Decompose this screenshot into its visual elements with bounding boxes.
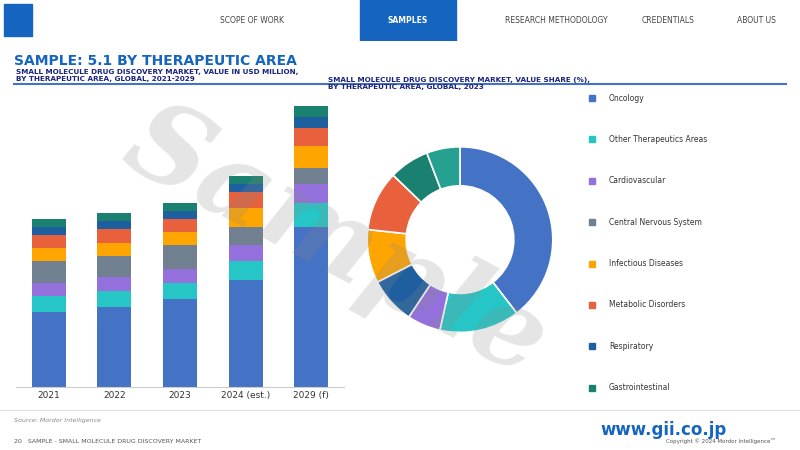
Bar — [229, 208, 262, 227]
Bar — [32, 312, 66, 387]
Bar — [98, 213, 131, 221]
Bar — [294, 117, 328, 128]
Wedge shape — [409, 284, 448, 330]
Bar — [32, 248, 66, 261]
Text: Respiratory: Respiratory — [609, 342, 654, 351]
Text: Metabolic Disorders: Metabolic Disorders — [609, 301, 686, 310]
Bar — [229, 176, 262, 184]
Bar — [98, 221, 131, 229]
Text: Other Therapeutics Areas: Other Therapeutics Areas — [609, 135, 707, 144]
Bar — [32, 234, 66, 248]
Bar — [163, 270, 197, 283]
Wedge shape — [368, 175, 422, 234]
Bar — [229, 227, 262, 245]
Text: Source: Mordor Intelligence: Source: Mordor Intelligence — [14, 418, 102, 423]
Text: SMALL MOLECULE DRUG DISCOVERY MARKET, VALUE IN USD MILLION,
BY THERAPEUTIC AREA,: SMALL MOLECULE DRUG DISCOVERY MARKET, VA… — [16, 69, 298, 82]
Bar — [163, 299, 197, 387]
Bar — [294, 227, 328, 387]
Text: SAMPLE: 5.1 BY THERAPEUTIC AREA: SAMPLE: 5.1 BY THERAPEUTIC AREA — [14, 54, 298, 68]
Text: Gastrointestinal: Gastrointestinal — [609, 383, 670, 392]
Bar — [294, 184, 328, 202]
Bar — [98, 229, 131, 243]
Bar — [4, 4, 32, 36]
Bar — [163, 211, 197, 219]
Wedge shape — [367, 230, 412, 282]
Text: Sample: Sample — [107, 87, 565, 399]
Text: SAMPLES: SAMPLES — [388, 16, 428, 25]
Bar — [32, 261, 66, 283]
Text: Central Nervous System: Central Nervous System — [609, 218, 702, 227]
Wedge shape — [427, 147, 460, 189]
Bar — [163, 245, 197, 270]
Bar — [98, 243, 131, 256]
Text: Copyright © 2024 Mordor Intelligence™: Copyright © 2024 Mordor Intelligence™ — [666, 438, 776, 444]
Bar — [294, 168, 328, 184]
Bar — [229, 280, 262, 387]
Bar — [360, 0, 456, 40]
Bar — [98, 307, 131, 387]
Bar — [163, 219, 197, 232]
Text: ABOUT US: ABOUT US — [737, 16, 775, 25]
Text: SMALL MOLECULE DRUG DISCOVERY MARKET, VALUE SHARE (%),
BY THERAPEUTIC AREA, GLOB: SMALL MOLECULE DRUG DISCOVERY MARKET, VA… — [328, 77, 590, 90]
Text: SCOPE OF WORK: SCOPE OF WORK — [220, 16, 284, 25]
Bar — [229, 184, 262, 192]
Bar — [229, 261, 262, 280]
Bar — [294, 202, 328, 227]
Bar — [32, 296, 66, 312]
Bar — [294, 106, 328, 117]
Text: Oncology: Oncology — [609, 94, 645, 103]
Wedge shape — [393, 153, 441, 202]
Bar — [163, 202, 197, 211]
Bar — [294, 146, 328, 168]
Text: CREDENTIALS: CREDENTIALS — [642, 16, 694, 25]
Wedge shape — [378, 264, 430, 317]
Text: Infectious Diseases: Infectious Diseases — [609, 259, 683, 268]
Bar — [98, 277, 131, 291]
Bar — [294, 128, 328, 146]
Text: RESEARCH METHODOLOGY: RESEARCH METHODOLOGY — [505, 16, 607, 25]
Bar — [163, 283, 197, 299]
Bar — [32, 227, 66, 234]
Bar — [98, 256, 131, 277]
Bar — [32, 283, 66, 296]
Wedge shape — [440, 282, 517, 333]
Bar — [229, 245, 262, 261]
Text: Cardiovascular: Cardiovascular — [609, 176, 666, 185]
Text: www.gii.co.jp: www.gii.co.jp — [601, 421, 727, 439]
Bar — [229, 192, 262, 208]
Bar — [98, 291, 131, 307]
Wedge shape — [460, 147, 553, 313]
Bar — [163, 232, 197, 245]
Bar — [32, 219, 66, 227]
Text: 20   SAMPLE - SMALL MOLECULE DRUG DISCOVERY MARKET: 20 SAMPLE - SMALL MOLECULE DRUG DISCOVER… — [14, 439, 202, 444]
